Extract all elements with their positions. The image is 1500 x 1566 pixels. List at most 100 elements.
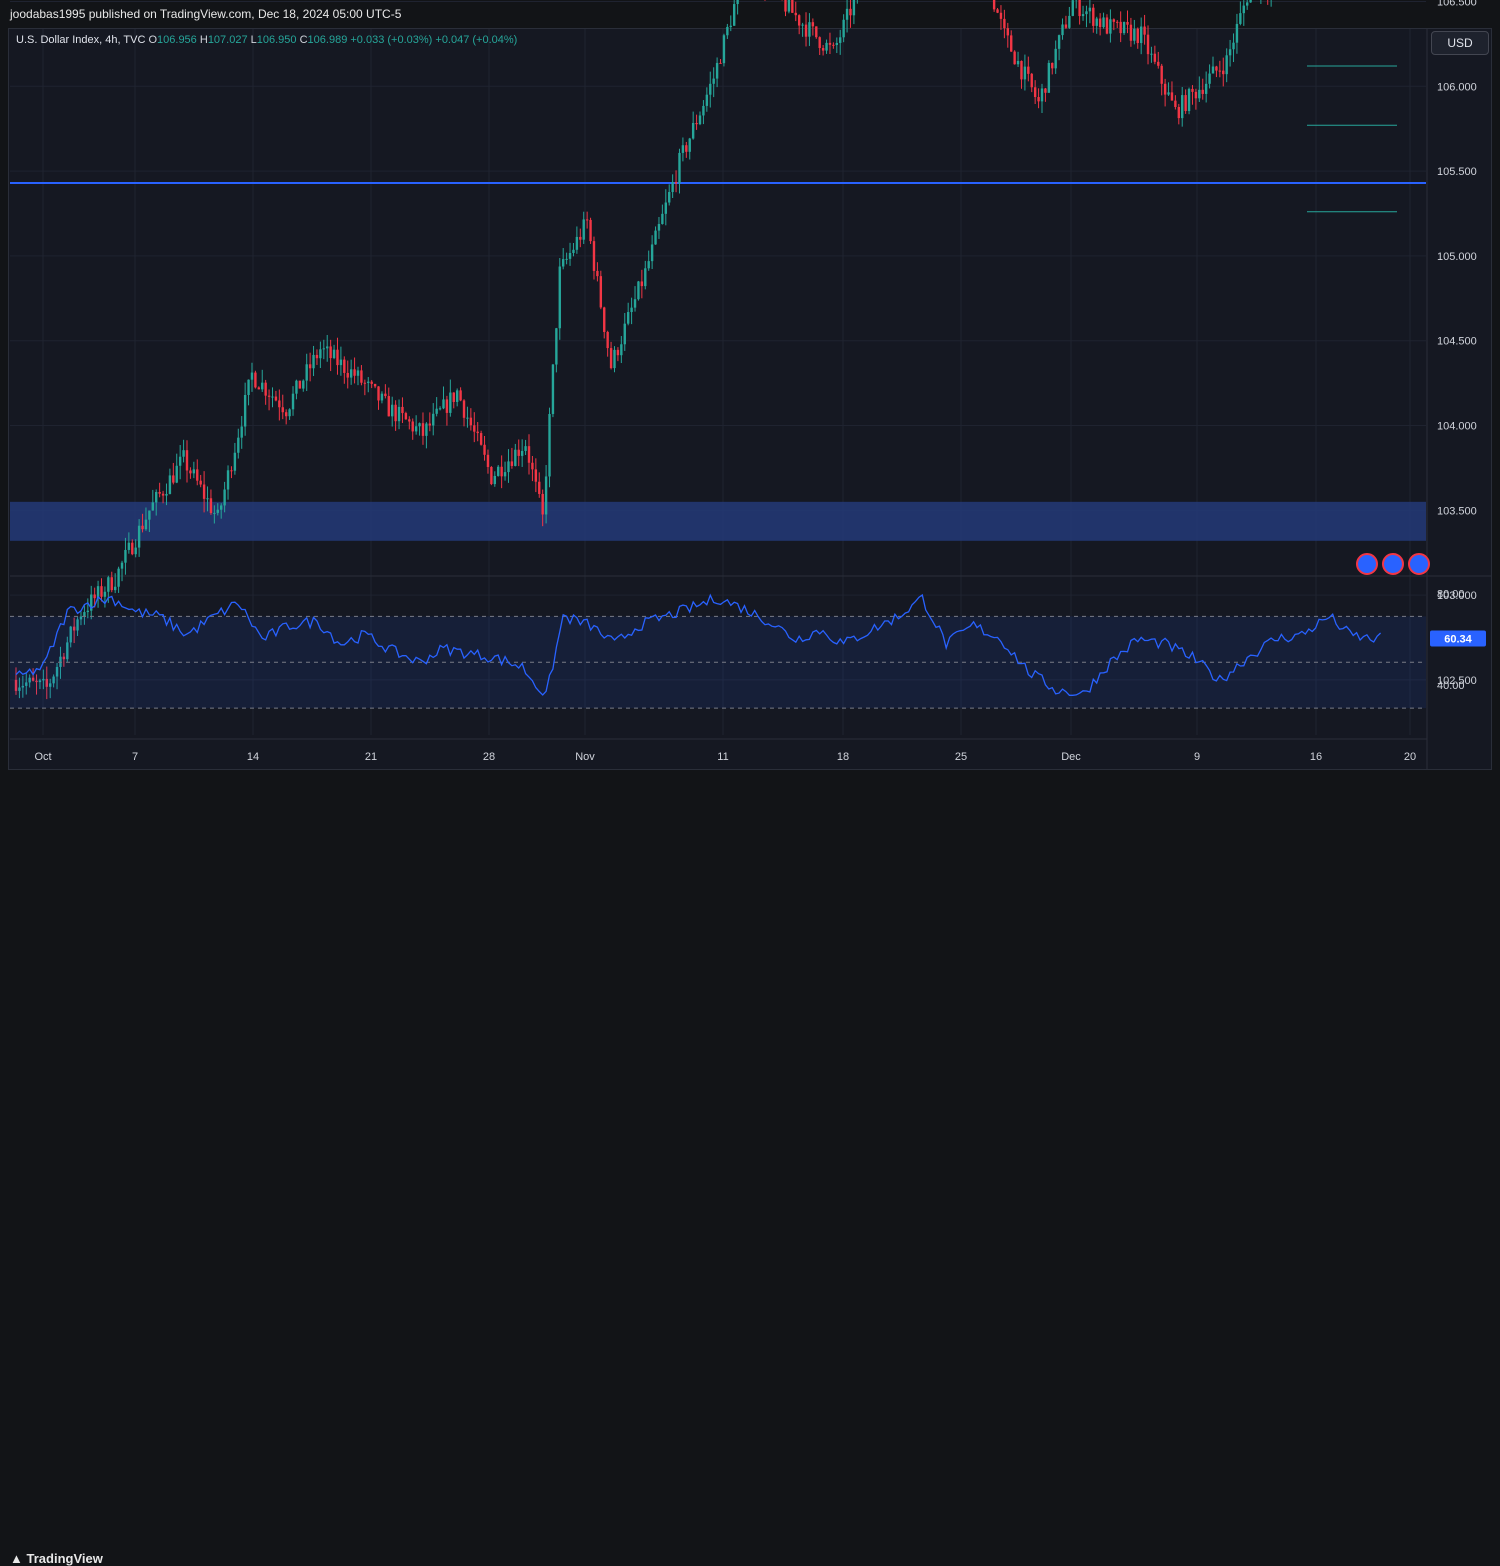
bullish-candle xyxy=(251,373,253,380)
bearish-candle xyxy=(579,237,581,240)
bullish-candle xyxy=(148,511,150,520)
bullish-candle xyxy=(521,451,523,456)
bullish-candle xyxy=(545,476,547,514)
footer: ▲ TradingView xyxy=(0,772,1500,802)
price-axis-label: 106.500 xyxy=(1437,0,1477,9)
bullish-candle xyxy=(1140,27,1142,43)
bearish-candle xyxy=(1154,54,1156,62)
bullish-candle xyxy=(439,408,441,409)
bullish-candle xyxy=(723,35,725,63)
open-value: 106.956 xyxy=(157,34,197,46)
bullish-candle xyxy=(1150,54,1152,55)
bearish-candle xyxy=(401,407,403,413)
bullish-candle xyxy=(654,231,656,245)
time-axis-label: 20 xyxy=(1404,751,1416,763)
time-axis-label: 14 xyxy=(247,751,259,763)
bearish-candle xyxy=(1178,107,1180,118)
bullish-candle xyxy=(1048,63,1050,93)
bearish-candle xyxy=(405,413,407,419)
bullish-candle xyxy=(569,253,571,259)
bullish-candle xyxy=(572,250,574,253)
bullish-candle xyxy=(104,592,106,597)
change-value: +0.033 (+0.03%) xyxy=(350,34,432,46)
bullish-candle xyxy=(302,381,304,389)
time-axis-label: Oct xyxy=(34,751,51,763)
bullish-candle xyxy=(271,397,273,398)
bearish-candle xyxy=(586,219,588,220)
bullish-candle xyxy=(658,224,660,231)
candlesticks xyxy=(15,0,1382,699)
bearish-candle xyxy=(408,419,410,421)
bullish-candle xyxy=(1085,11,1087,14)
bullish-candle xyxy=(736,0,738,4)
bullish-candle xyxy=(432,414,434,426)
bearish-candle xyxy=(531,463,533,470)
bearish-candle xyxy=(610,348,612,368)
bearish-candle xyxy=(111,577,113,590)
price-axis-label: 106.000 xyxy=(1437,81,1477,93)
bullish-candle xyxy=(620,344,622,355)
bullish-candle xyxy=(716,63,718,79)
bearish-candle xyxy=(1013,52,1015,65)
bullish-candle xyxy=(846,9,848,20)
bullish-candle xyxy=(733,4,735,26)
bullish-candle xyxy=(709,84,711,95)
bullish-candle xyxy=(442,399,444,408)
us-flag-icon[interactable] xyxy=(1356,553,1378,575)
bullish-candle xyxy=(524,446,526,451)
us-flag-icon[interactable] xyxy=(1408,553,1430,575)
bullish-candle xyxy=(179,457,181,466)
bearish-candle xyxy=(685,145,687,152)
high-value: 107.027 xyxy=(208,34,248,46)
price-axis-label: 103.500 xyxy=(1437,505,1477,517)
symbol-legend: U.S. Dollar Index, 4h, TVC O106.956 H107… xyxy=(16,34,517,46)
bearish-candle xyxy=(1161,66,1163,84)
economic-events[interactable] xyxy=(1356,553,1434,580)
price-axis-label: 105.000 xyxy=(1437,251,1477,263)
bearish-candle xyxy=(463,400,465,417)
bearish-candle xyxy=(1092,8,1094,26)
bullish-candle xyxy=(425,424,427,436)
bearish-candle xyxy=(470,418,472,426)
bearish-candle xyxy=(412,421,414,431)
bullish-candle xyxy=(842,20,844,38)
bearish-candle xyxy=(203,485,205,499)
bullish-candle xyxy=(1061,24,1063,35)
bearish-candle xyxy=(131,543,133,554)
bullish-candle xyxy=(1208,74,1210,84)
bearish-candle xyxy=(538,482,540,494)
bearish-candle xyxy=(1034,87,1036,97)
bearish-candle xyxy=(264,383,266,396)
bearish-candle xyxy=(641,281,643,286)
bearish-candle xyxy=(210,498,212,513)
price-chart[interactable]: 108.000107.500107.000106.500106.000105.5… xyxy=(0,0,1500,802)
bullish-candle xyxy=(559,267,561,329)
bearish-candle xyxy=(500,467,502,477)
currency-button[interactable]: USD xyxy=(1431,31,1489,55)
bearish-candle xyxy=(535,469,537,481)
bullish-candle xyxy=(682,145,684,153)
bullish-candle xyxy=(730,26,732,27)
bearish-candle xyxy=(829,43,831,45)
bearish-candle xyxy=(589,220,591,241)
bearish-candle xyxy=(1222,71,1224,75)
bullish-candle xyxy=(1225,55,1227,74)
bearish-candle xyxy=(849,9,851,15)
bullish-candle xyxy=(1017,61,1019,64)
bearish-candle xyxy=(422,423,424,436)
tradingview-logo[interactable]: ▲ TradingView xyxy=(10,1551,103,1566)
bearish-candle xyxy=(446,399,448,413)
bullish-candle xyxy=(155,492,157,502)
bullish-candle xyxy=(825,43,827,51)
bearish-candle xyxy=(1003,19,1005,28)
bullish-candle xyxy=(381,394,383,401)
bullish-candle xyxy=(630,308,632,312)
us-flag-icon[interactable] xyxy=(1382,553,1404,575)
bearish-candle xyxy=(518,450,520,456)
bullish-candle xyxy=(661,214,663,224)
bearish-candle xyxy=(268,396,270,397)
bearish-candle xyxy=(1078,0,1080,16)
bearish-candle xyxy=(1219,71,1221,72)
bearish-candle xyxy=(798,15,800,25)
bearish-candle xyxy=(353,369,355,375)
